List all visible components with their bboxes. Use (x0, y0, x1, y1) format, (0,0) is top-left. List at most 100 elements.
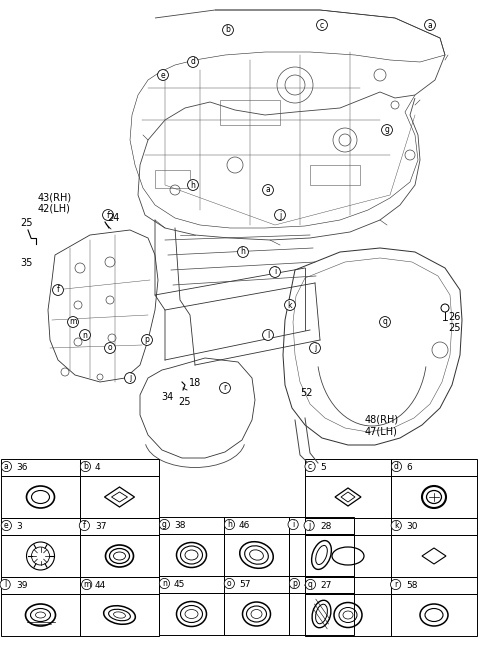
Bar (159, 517, 224, 534)
Text: 39: 39 (16, 581, 27, 590)
Text: 58: 58 (406, 581, 418, 590)
Bar (310, 165, 360, 185)
Bar (289, 517, 354, 534)
Bar (305, 577, 391, 594)
Bar (1, 518, 80, 535)
Bar (391, 535, 477, 577)
Text: 6: 6 (406, 463, 412, 472)
Bar (224, 593, 289, 635)
Bar (391, 476, 477, 518)
Text: a: a (265, 186, 270, 194)
Text: k: k (288, 300, 292, 310)
Text: 25: 25 (178, 397, 191, 407)
Bar (289, 593, 354, 635)
Text: c: c (308, 462, 312, 471)
Text: l: l (267, 331, 269, 340)
Text: 44: 44 (95, 581, 106, 590)
Text: d: d (394, 462, 399, 471)
Bar (1, 577, 80, 594)
Text: m: m (83, 580, 90, 589)
Bar (289, 576, 354, 593)
Text: 52: 52 (300, 388, 312, 398)
Bar (80, 518, 159, 535)
Text: i: i (274, 268, 276, 276)
Text: 27: 27 (320, 581, 331, 590)
Text: 4: 4 (95, 463, 101, 472)
Text: e: e (161, 70, 165, 79)
Text: 28: 28 (320, 522, 331, 531)
Text: i: i (292, 520, 294, 529)
Text: n: n (162, 579, 167, 588)
Bar (80, 577, 159, 594)
Bar (391, 577, 477, 594)
Text: 38: 38 (174, 521, 185, 530)
Bar (224, 576, 289, 593)
Text: 3: 3 (16, 522, 22, 531)
Bar (305, 535, 391, 577)
Bar (159, 576, 224, 593)
Text: d: d (191, 58, 195, 66)
Text: 35: 35 (20, 258, 32, 268)
Bar (224, 534, 289, 576)
Bar (305, 518, 391, 535)
Bar (80, 535, 159, 577)
Text: 30: 30 (406, 522, 418, 531)
Text: j: j (279, 211, 281, 220)
Text: a: a (428, 20, 432, 30)
Text: c: c (320, 20, 324, 30)
Text: n: n (83, 331, 87, 340)
Bar (391, 459, 477, 476)
Bar (1, 535, 80, 577)
Bar (289, 534, 354, 576)
Text: e: e (4, 521, 9, 530)
Text: q: q (383, 318, 387, 327)
Text: p: p (144, 335, 149, 344)
Text: l: l (4, 580, 6, 589)
Text: 43(RH)
42(LH): 43(RH) 42(LH) (38, 192, 72, 214)
Text: 34: 34 (161, 392, 173, 402)
Text: 57: 57 (239, 580, 251, 589)
Text: 41: 41 (304, 580, 315, 589)
Bar (1, 594, 80, 636)
Bar (80, 594, 159, 636)
Text: a: a (4, 462, 9, 471)
Text: 25: 25 (20, 218, 33, 228)
Text: 46: 46 (239, 521, 251, 530)
Text: q: q (308, 580, 313, 589)
Text: 40: 40 (304, 521, 315, 530)
Bar (391, 518, 477, 535)
Text: m: m (69, 318, 77, 327)
Text: p: p (292, 579, 297, 588)
Text: r: r (394, 580, 397, 589)
Text: k: k (394, 521, 398, 530)
Bar (1, 459, 80, 476)
Bar (159, 534, 224, 576)
Text: o: o (227, 579, 232, 588)
Text: 25: 25 (448, 323, 460, 333)
Text: 18: 18 (189, 378, 201, 388)
Text: 24: 24 (107, 213, 120, 223)
Text: g: g (384, 125, 389, 134)
Text: f: f (107, 211, 109, 220)
Bar (1, 476, 80, 518)
Bar (224, 517, 289, 534)
Text: h: h (191, 180, 195, 190)
Bar (305, 594, 391, 636)
Text: o: o (108, 344, 112, 352)
Bar (305, 476, 391, 518)
Text: j: j (129, 373, 131, 382)
Text: j: j (314, 344, 316, 352)
Text: 37: 37 (95, 522, 107, 531)
Text: 26: 26 (448, 312, 460, 322)
Bar (305, 459, 391, 476)
Text: 5: 5 (320, 463, 326, 472)
Text: h: h (227, 520, 232, 529)
Bar (220, 100, 280, 125)
Bar (159, 593, 224, 635)
Bar (80, 459, 159, 476)
Bar (391, 594, 477, 636)
Text: b: b (226, 26, 230, 35)
Bar (80, 476, 159, 518)
Text: 45: 45 (174, 580, 185, 589)
Text: 48(RH)
47(LH): 48(RH) 47(LH) (365, 415, 399, 437)
